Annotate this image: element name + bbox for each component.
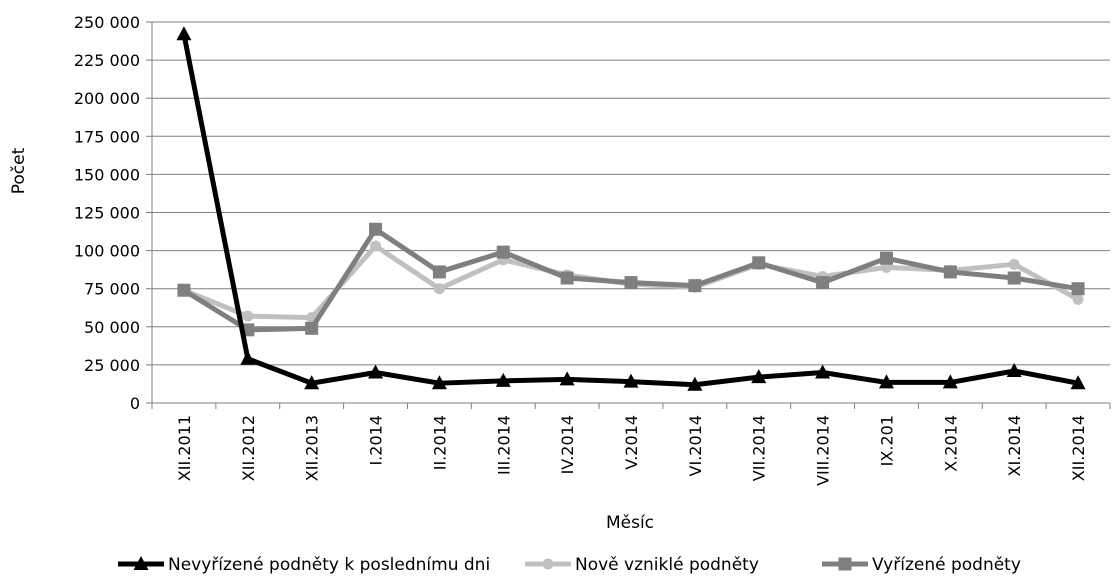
data-point [815,364,831,379]
data-point [878,374,894,389]
data-point [560,271,574,285]
data-point [1070,375,1086,390]
x-tick-label: VI.2014 [686,415,705,476]
data-point [879,251,893,265]
data-point [369,222,383,236]
x-tick-label: XII.2013 [303,415,322,481]
x-tick-label: III.2014 [494,415,513,475]
legend-item: Nově vzniklé podněty [525,555,759,575]
y-tick-label: 225 000 [74,51,140,70]
legend-item: Nevyřízené podněty k poslednímu dni [118,555,490,575]
y-tick-label: 150 000 [74,165,140,184]
data-point [370,240,382,252]
data-point [688,279,702,293]
data-point [177,283,191,297]
axes [146,21,1111,409]
legend-label: Vyřízené podněty [872,555,1021,575]
legend-marker [542,558,554,570]
data-point [559,371,575,386]
x-tick-label: XII.2011 [175,415,194,481]
y-tick-label: 250 000 [74,13,140,32]
data-point [240,350,256,365]
y-tick-label: 175 000 [74,127,140,146]
x-tick-label: XI.2014 [1005,415,1024,476]
legend-label: Nevyřízené podněty k poslednímu dni [168,555,490,575]
x-tick-labels: XII.2011 XII.2012 XII.2013 I.2014 II.2014 III… [175,415,1088,486]
y-axis-title: Počet [9,147,29,194]
data-point [943,265,957,279]
data-point [305,321,319,335]
data-point [176,26,192,41]
plot-series [176,26,1086,391]
data-point [1071,282,1085,296]
data-point [242,310,254,322]
legend-item: Vyřízené podněty [822,555,1021,575]
data-point [623,373,639,388]
data-point [816,276,830,290]
x-tick-label: V.2014 [622,415,641,470]
data-point [432,265,446,279]
series-square [177,222,1085,337]
x-tick-label: II.2014 [430,415,449,470]
y-tick-label: 50 000 [84,318,140,337]
legend-label: Nově vzniklé podněty [575,555,759,575]
y-tick-label: 100 000 [74,242,140,261]
gridlines [152,21,1110,366]
data-point [431,375,447,390]
data-point [304,375,320,390]
y-tick-labels: 0 25 000 50 000 75 000 100 000 125 000 150 000… [74,13,140,413]
data-point [368,364,384,379]
y-tick-label: 125 000 [74,204,140,223]
y-tick-label: 200 000 [74,89,140,108]
data-point [687,376,703,391]
data-point [1007,271,1021,285]
y-tick-label: 0 [130,394,140,413]
x-tick-label: VII.2014 [750,415,769,481]
x-tick-label: VIII.2014 [814,415,833,486]
data-point [1072,293,1084,305]
series-triangle [176,26,1086,391]
y-tick-label: 25 000 [84,356,140,375]
legend-marker [133,556,149,570]
data-point [1008,258,1020,270]
data-point [942,374,958,389]
data-point [751,369,767,384]
data-point [1006,362,1022,377]
x-tick-label: IX.201 [877,415,896,466]
x-tick-label: I.2014 [367,415,386,466]
legend-marker [838,557,852,571]
x-axis-title: Měsíc [606,513,654,533]
data-point [433,283,445,295]
data-point [624,276,638,290]
x-tick-label: IV.2014 [558,415,577,474]
x-tick-label: XII.2014 [1069,415,1088,481]
data-point [752,256,766,270]
legend: Nevyřízené podněty k poslednímu dni Nově … [118,555,1021,575]
x-tick-label: X.2014 [941,415,960,472]
y-tick-label: 75 000 [84,280,140,299]
data-point [495,372,511,387]
x-tick-label: XII.2012 [239,415,258,481]
data-point [496,245,510,259]
